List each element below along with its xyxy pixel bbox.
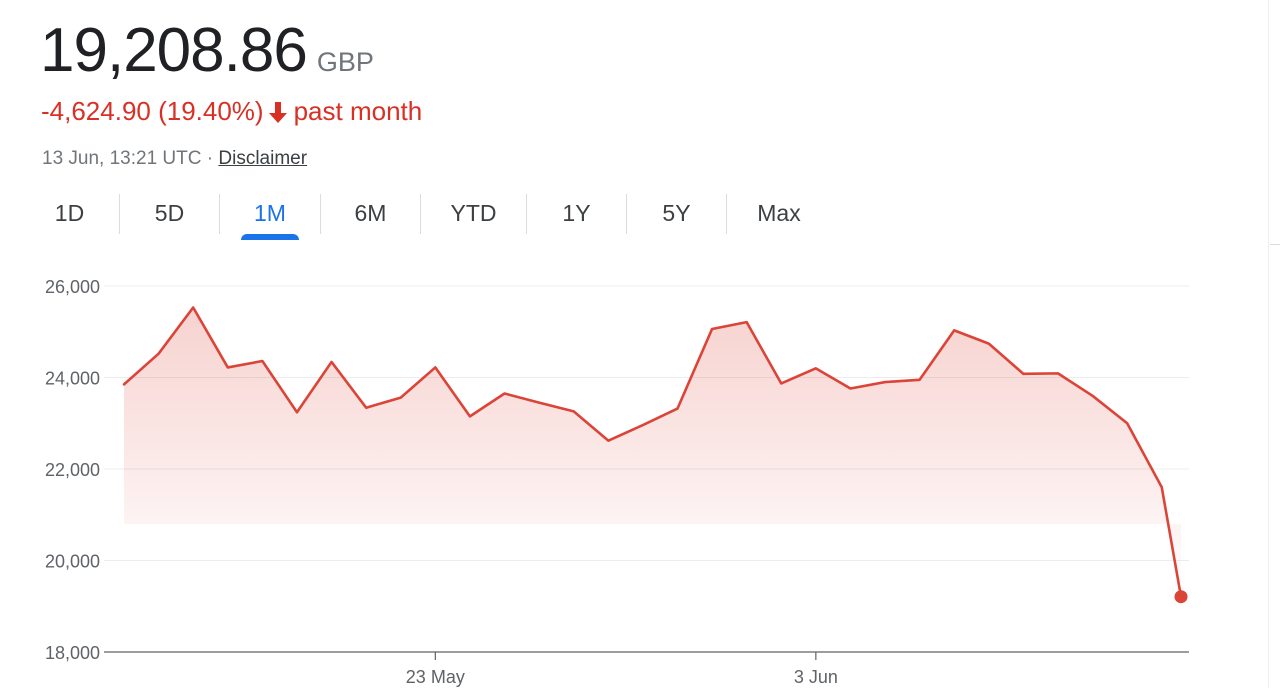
tab-divider	[726, 194, 727, 234]
data-point	[1125, 421, 1129, 425]
range-tabs: 1D 5D 1M 6M YTD 1Y 5Y Max	[20, 192, 831, 242]
tab-6m[interactable]: 6M	[354, 199, 387, 226]
currency-code: GBP	[316, 47, 374, 77]
data-point	[122, 382, 126, 386]
tab-divider	[626, 194, 627, 234]
tab-1y[interactable]: 1Y	[562, 199, 591, 226]
data-point	[606, 439, 610, 443]
meta-separator: ·	[206, 148, 214, 169]
tab-divider	[320, 194, 321, 234]
timestamp: 13 Jun, 13:21 UTC	[42, 148, 202, 169]
change-period: past month	[293, 96, 423, 126]
data-point	[260, 359, 264, 363]
data-point	[295, 410, 299, 414]
data-point	[745, 320, 749, 324]
price-chart[interactable]: 26,000 24,000 22,000 20,000 18,000 23 May 3 Ju…	[0, 260, 1268, 688]
change-value: -4,624.90 (19.40%)	[41, 96, 264, 126]
x-tick-label: 23 May	[406, 667, 465, 687]
last-price-point	[1174, 590, 1188, 604]
current-price: 19,208.86	[40, 16, 308, 85]
data-point	[952, 328, 956, 332]
tab-max[interactable]: Max	[757, 199, 801, 226]
price-change: -4,624.90 (19.40%) past month	[41, 96, 422, 127]
x-tick-label: 3 Jun	[794, 667, 838, 687]
arrow-down-icon	[268, 101, 287, 123]
data-point	[537, 401, 541, 405]
data-point	[157, 352, 161, 356]
data-point	[1021, 372, 1025, 376]
data-point	[883, 380, 887, 384]
data-point	[572, 409, 576, 413]
tab-1m[interactable]: 1M	[241, 192, 299, 240]
y-tick-label: 20,000	[45, 552, 100, 572]
panel-edge	[1268, 0, 1269, 688]
data-point	[710, 327, 714, 331]
tab-5d[interactable]: 5D	[154, 199, 185, 226]
data-point	[364, 406, 368, 410]
data-point	[468, 414, 472, 418]
disclaimer-link[interactable]: Disclaimer	[218, 148, 308, 169]
series-line	[122, 306, 1183, 598]
tab-divider	[526, 194, 527, 234]
data-point	[503, 392, 507, 396]
data-point	[918, 378, 922, 382]
y-tick-label: 24,000	[45, 369, 100, 389]
tab-1d[interactable]: 1D	[54, 199, 85, 226]
quote-meta: 13 Jun, 13:21 UTC · Disclaimer	[42, 148, 307, 170]
series-area	[124, 307, 1181, 597]
y-tick-label: 22,000	[45, 460, 100, 480]
data-point	[1091, 394, 1095, 398]
tab-divider	[119, 194, 120, 234]
tab-5y[interactable]: 5Y	[662, 199, 691, 226]
data-point	[641, 423, 645, 427]
data-point	[1056, 371, 1060, 375]
data-point	[814, 366, 818, 370]
data-point	[399, 396, 403, 400]
data-point	[226, 365, 230, 369]
data-point	[433, 365, 437, 369]
data-point	[330, 360, 334, 364]
price-row: 19,208.86 GBP	[40, 12, 374, 90]
tab-divider	[420, 194, 421, 234]
data-point	[779, 381, 783, 385]
tab-ytd[interactable]: YTD	[450, 199, 497, 226]
panel-edge-tick	[1270, 244, 1280, 245]
y-tick-label: 26,000	[45, 277, 100, 297]
data-point	[191, 306, 195, 310]
data-point	[848, 386, 852, 390]
data-point	[987, 342, 991, 346]
tab-divider	[219, 194, 220, 234]
data-point	[1160, 485, 1164, 489]
data-point	[675, 407, 679, 411]
y-tick-label: 18,000	[45, 643, 100, 663]
